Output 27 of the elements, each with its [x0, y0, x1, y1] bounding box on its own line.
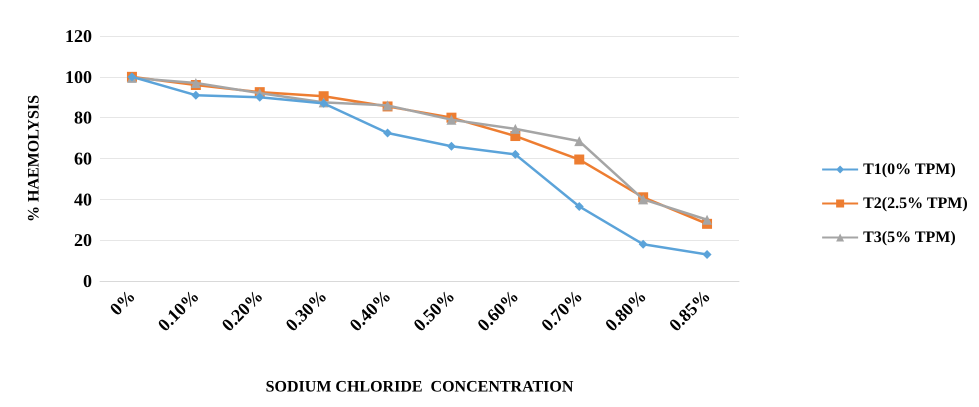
y-tick-label: 20 — [74, 230, 92, 250]
x-tick-label: 0% — [106, 286, 140, 320]
point — [510, 124, 520, 134]
point — [638, 240, 648, 249]
legend-label: T2(2.5% TPM) — [863, 195, 968, 212]
x-axis-title: SODIUM CHLORIDE CONCENTRATION — [266, 378, 574, 396]
point — [191, 90, 200, 100]
y-tick-label: 80 — [74, 108, 92, 128]
point — [574, 154, 584, 165]
point — [702, 214, 712, 225]
point — [255, 92, 264, 102]
point — [702, 250, 712, 259]
y-axis-title: % HAEMOLYSIS — [26, 94, 42, 222]
y-tick-label: 60 — [74, 148, 92, 168]
point — [318, 91, 329, 102]
point — [574, 136, 584, 146]
y-tick-label: 120 — [65, 26, 92, 46]
y-tick-label: 40 — [74, 189, 92, 210]
point — [574, 202, 584, 211]
point — [190, 78, 201, 88]
point — [510, 150, 520, 159]
y-tick-label: 0 — [83, 271, 92, 291]
legend-label: T3(5% TPM) — [863, 229, 956, 246]
legend-label: T1(0% TPM) — [863, 161, 956, 178]
y-tick-label: 100 — [65, 66, 92, 87]
point — [446, 142, 456, 151]
point — [383, 128, 392, 138]
